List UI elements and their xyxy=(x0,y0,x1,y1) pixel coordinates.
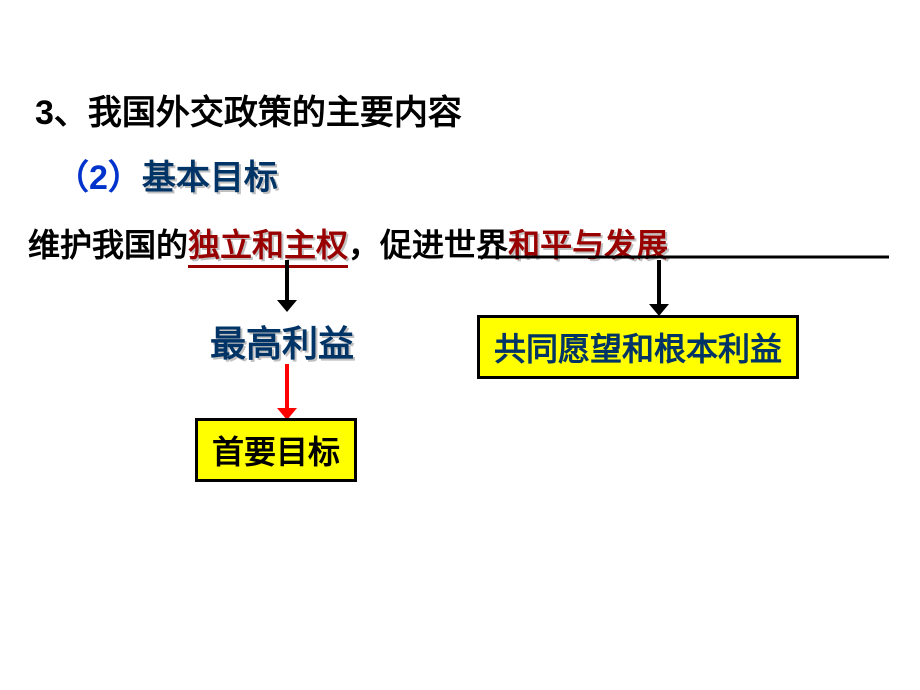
slide: 3、我国外交政策的主要内容 （2）基本目标 维护我国的独立和主权，促进世界和平与… xyxy=(0,0,920,690)
goal-emphasis-1: 独立和主权 xyxy=(188,227,348,268)
common-wish-box: 共同愿望和根本利益 xyxy=(477,315,799,379)
goal-sep: ， xyxy=(348,227,380,263)
arrow-down-bottom xyxy=(274,364,300,422)
arrow-down-left xyxy=(274,260,300,314)
subsection-title: （2）基本目标 xyxy=(55,150,278,199)
highest-interest-label: 最高利益 xyxy=(210,315,354,367)
underline-right xyxy=(478,254,889,260)
subsection-number: （2） xyxy=(55,159,142,197)
subsection-label: 基本目标 xyxy=(142,159,278,197)
arrow-down-right xyxy=(646,260,672,318)
goal-part-1: 维护我国的 xyxy=(28,227,188,263)
section-title: 3、我国外交政策的主要内容 xyxy=(35,85,462,134)
primary-goal-box: 首要目标 xyxy=(195,418,357,482)
